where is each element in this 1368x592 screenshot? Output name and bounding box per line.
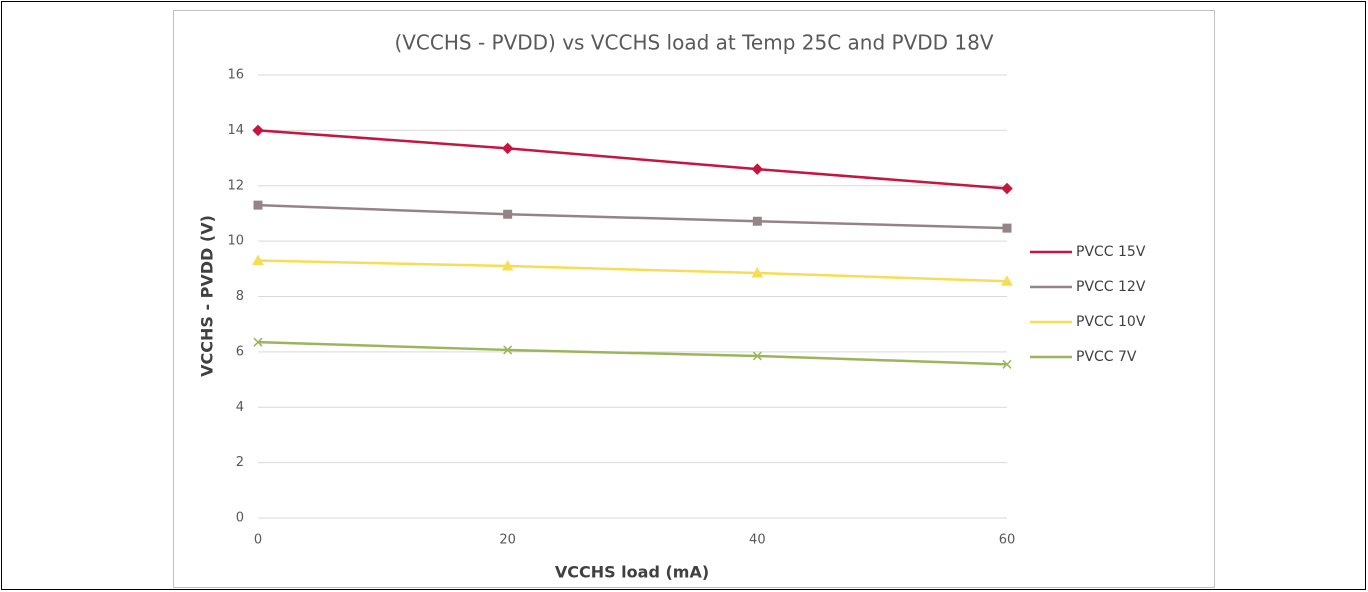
marker (752, 216, 762, 226)
series-line (257, 203, 1008, 230)
x-tick-label: 60 (999, 533, 1016, 548)
marker (252, 254, 264, 266)
chart-frame (173, 10, 1215, 588)
x-tick-label: 0 (254, 533, 262, 548)
marker (501, 142, 514, 155)
y-tick-label: 0 (236, 511, 244, 526)
x-tick-label: 40 (749, 533, 766, 548)
marker (752, 351, 762, 361)
y-axis-label: VCCHS - PVDD (V) (198, 215, 217, 377)
marker (1001, 182, 1013, 195)
y-tick-label: 10 (227, 234, 244, 249)
y-tick-label: 14 (227, 123, 244, 138)
marker (751, 163, 764, 175)
marker (751, 266, 764, 278)
marker (253, 337, 263, 347)
legend-label: PVCC 10V (1076, 314, 1146, 330)
y-tick-label: 8 (236, 289, 244, 304)
x-tick-label: 20 (499, 533, 516, 548)
series-line (257, 259, 1008, 283)
marker (253, 200, 263, 210)
y-tick-label: 16 (227, 68, 244, 83)
y-tick-label: 2 (236, 455, 244, 470)
marker (503, 345, 513, 355)
y-tick-label: 6 (236, 344, 244, 359)
marker (1002, 223, 1012, 233)
y-tick-label: 12 (227, 178, 244, 193)
legend-label: PVCC 7V (1076, 349, 1137, 365)
marker (1002, 359, 1012, 369)
legend-label: PVCC 15V (1076, 244, 1146, 260)
marker (503, 209, 513, 219)
chart-title: (VCCHS - PVDD) vs VCCHS load at Temp 25C… (394, 31, 993, 55)
marker (501, 260, 514, 271)
y-tick-label: 4 (236, 400, 244, 415)
series-line (257, 340, 1008, 366)
series-line (257, 129, 1008, 190)
marker (1001, 275, 1013, 286)
legend-label: PVCC 12V (1076, 279, 1146, 295)
marker (252, 124, 264, 137)
x-axis-label: VCCHS load (mA) (555, 563, 709, 582)
